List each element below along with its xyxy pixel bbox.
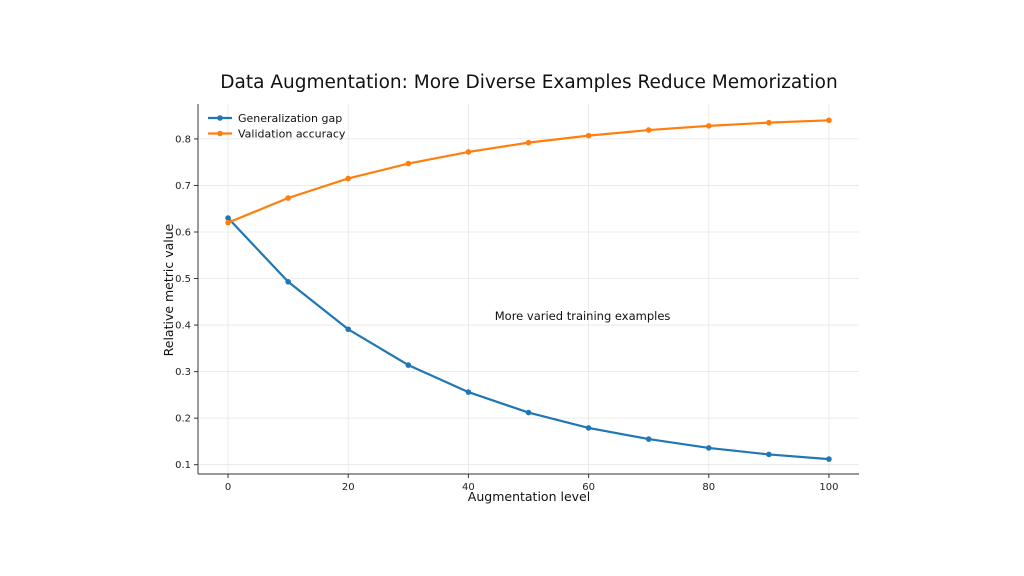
x-tick-label: 80 xyxy=(702,482,715,493)
y-tick-label: 0.8 xyxy=(175,134,191,145)
data-point-generalization-gap xyxy=(585,425,592,431)
data-point-validation-accuracy xyxy=(766,119,772,126)
legend-label-validation-accuracy: Validation accuracy xyxy=(238,128,346,141)
x-axis-label: Augmentation level xyxy=(468,489,590,504)
chart-title: Data Augmentation: More Diverse Examples… xyxy=(220,72,837,93)
legend: Generalization gap Validation accuracy xyxy=(208,112,346,141)
data-point-validation-accuracy xyxy=(826,117,832,124)
data-point-generalization-gap xyxy=(705,445,712,451)
series-line-generalization-gap xyxy=(227,217,830,461)
data-point-validation-accuracy xyxy=(645,127,652,133)
data-point-validation-accuracy xyxy=(405,160,412,167)
legend-label-generalization-gap: Generalization gap xyxy=(238,112,342,125)
x-tick-label: 20 xyxy=(342,482,355,493)
data-point-generalization-gap xyxy=(465,389,472,395)
grid xyxy=(198,104,859,474)
data-point-generalization-gap xyxy=(525,409,532,416)
data-point-validation-accuracy xyxy=(345,175,352,182)
data-point-validation-accuracy xyxy=(705,123,712,129)
data-point-generalization-gap xyxy=(405,362,412,368)
y-tick-label: 0.5 xyxy=(175,274,191,285)
data-point-generalization-gap xyxy=(766,451,772,458)
data-point-validation-accuracy xyxy=(285,195,291,201)
x-tick-label: 40 xyxy=(462,482,475,493)
y-tick-label: 0.4 xyxy=(175,321,191,332)
axes: 0 20 40 60 80 100 0.1 0.2 0.3 0.4 0.5 0.6 0.7 0.8 xyxy=(175,104,859,493)
data-point-generalization-gap xyxy=(345,326,352,333)
data-point-generalization-gap xyxy=(285,278,291,285)
data-point-validation-accuracy xyxy=(465,149,472,155)
data-point-validation-accuracy xyxy=(225,219,231,226)
x-tick-label: 60 xyxy=(582,482,595,493)
data-point-generalization-gap xyxy=(225,215,231,221)
series-layer xyxy=(225,117,832,462)
x-tick-label: 100 xyxy=(819,482,838,493)
legend-marker-validation-accuracy xyxy=(217,130,223,137)
data-point-validation-accuracy xyxy=(585,132,592,139)
y-tick-label: 0.7 xyxy=(175,181,191,192)
y-tick-label: 0.6 xyxy=(175,227,191,238)
data-point-generalization-gap xyxy=(826,456,832,462)
x-tick-label: 0 xyxy=(225,482,231,493)
legend-marker-generalization-gap xyxy=(217,115,223,121)
y-tick-label: 0.2 xyxy=(175,414,191,425)
y-tick-label: 0.1 xyxy=(175,460,191,471)
y-axis-label: Relative metric value xyxy=(161,223,176,356)
y-tick-label: 0.3 xyxy=(175,367,191,378)
annotation-text: More varied training examples xyxy=(495,309,671,323)
data-point-validation-accuracy xyxy=(525,139,532,146)
data-point-generalization-gap xyxy=(645,436,652,442)
